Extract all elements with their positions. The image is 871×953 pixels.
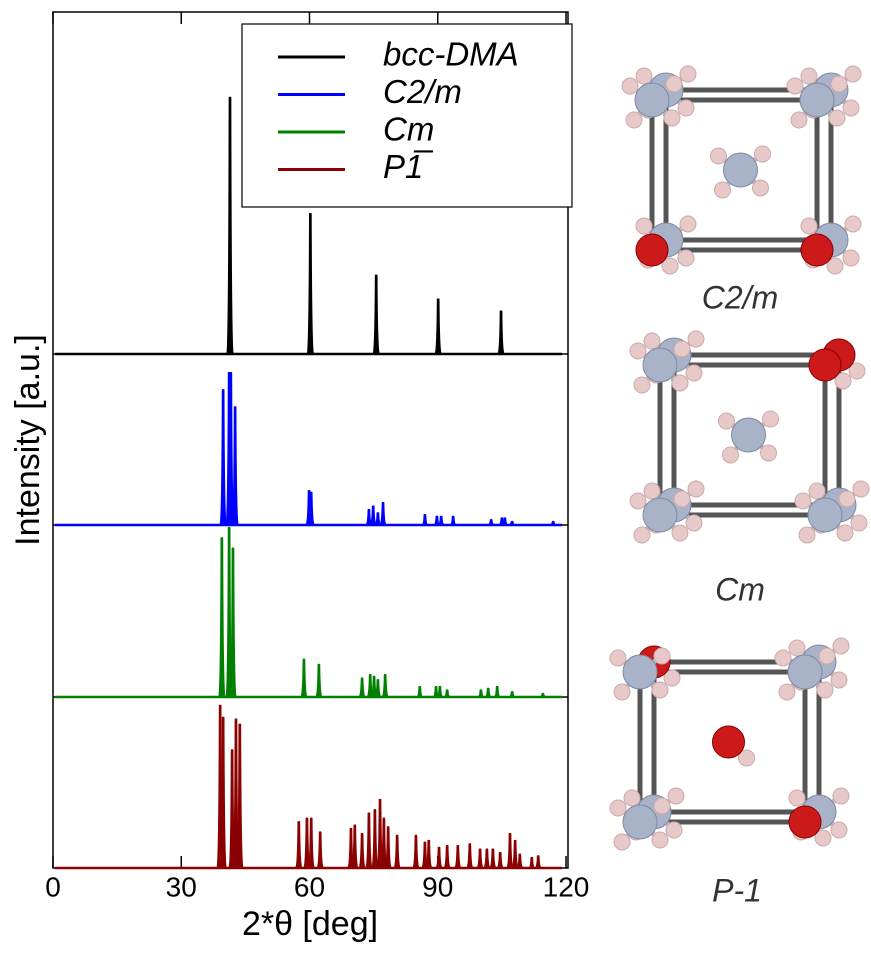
hydrogen-atom [624,790,640,806]
hydrogen-atom [833,638,849,654]
hydrogen-atom [636,218,652,234]
hydrogen-atom [817,682,833,698]
hydrogen-atom [652,682,668,698]
hydrogen-atom [799,527,815,543]
legend-label: Cm [383,111,434,148]
hydrogen-atom [634,527,650,543]
hydrogen-atom [715,182,731,198]
hydrogen-atom [719,413,735,429]
hydrogen-atom [688,331,704,347]
hydrogen-atom [831,76,847,92]
hydrogen-atom [626,112,642,128]
oxygen-atom [809,349,841,381]
nitrogen-atom [643,498,677,532]
hydrogen-atom [678,100,694,116]
hydrogen-atom [654,798,670,814]
hydrogen-atom [672,525,688,541]
hydrogen-atom [839,491,855,507]
hydrogen-atom [851,515,867,531]
nitrogen-atom [724,153,758,187]
hydrogen-atom [614,684,630,700]
hydrogen-atom [753,180,769,196]
hydrogen-atom [809,483,825,499]
hydrogen-atom [779,684,795,700]
hydrogen-atom [711,148,727,164]
hydrogen-atom [831,822,847,838]
hydrogen-atom [787,78,803,94]
hydrogen-atom [678,250,694,266]
hydrogen-atom [829,110,845,126]
hydrogen-atom [831,672,847,688]
oxygen-atom [713,726,745,758]
hydrogen-atom [761,445,777,461]
x-tick-label: 0 [45,871,61,902]
nitrogen-atom [635,83,669,117]
hydrogen-atom [789,640,805,656]
figure: 0306090120bcc-DMAC2/mCmP1̅ Intensity [a.… [0,0,871,948]
hydrogen-atom [789,790,805,806]
hydrogen-atom [845,216,861,232]
hydrogen-atom [795,493,811,509]
structure-label: P-1 [712,872,762,908]
hydrogen-atom [775,650,791,666]
hydrogen-atom [688,481,704,497]
hydrogen-atom [686,365,702,381]
x-tick-label: 90 [422,871,453,902]
hydrogen-atom [723,447,739,463]
hydrogen-atom [610,800,626,816]
structure-label: C2/m [702,279,778,315]
nitrogen-atom [623,805,657,839]
hydrogen-atom [636,68,652,84]
y-axis-label: Intensity [a.u.] [9,334,47,546]
hydrogen-atom [686,515,702,531]
hydrogen-atom [837,525,853,541]
hydrogen-atom [652,832,668,848]
x-tick-label: 120 [543,871,590,902]
oxygen-atom [789,806,821,838]
hydrogen-atom [819,648,835,664]
structure-label: Cm [715,571,765,607]
nitrogen-atom [643,348,677,382]
hydrogen-atom [622,78,638,94]
nitrogen-atom [800,83,834,117]
hydrogen-atom [644,333,660,349]
oxygen-atom [801,234,833,266]
nitrogen-atom [623,655,657,689]
hydrogen-atom [672,375,688,391]
nitrogen-atom [732,418,766,452]
hydrogen-atom [833,788,849,804]
hydrogen-atom [843,250,859,266]
hydrogen-atom [668,788,684,804]
hydrogen-atom [763,411,779,427]
hydrogen-atom [755,146,771,162]
hydrogen-atom [680,66,696,82]
nitrogen-atom [788,655,822,689]
hydrogen-atom [664,110,680,126]
hydrogen-atom [610,650,626,666]
nitrogen-atom [808,498,842,532]
x-axis-label: 2*θ [deg] [242,905,378,943]
hydrogen-atom [791,112,807,128]
hydrogen-atom [674,491,690,507]
hydrogen-atom [644,483,660,499]
x-tick-label: 60 [294,871,325,902]
hydrogen-atom [845,66,861,82]
hydrogen-atom [614,834,630,850]
hydrogen-atom [853,481,869,497]
hydrogen-atom [801,68,817,84]
hydrogen-atom [801,218,817,234]
legend-label: C2/m [383,73,462,110]
legend-label: bcc-DMA [383,36,519,73]
hydrogen-atom [680,216,696,232]
x-tick-label: 30 [166,871,197,902]
hydrogen-atom [666,822,682,838]
hydrogen-atom [634,377,650,393]
hydrogen-atom [630,493,646,509]
hydrogen-atom [843,100,859,116]
hydrogen-atom [630,343,646,359]
hydrogen-atom [674,341,690,357]
oxygen-atom [636,234,668,266]
hydrogen-atom [666,76,682,92]
hydrogen-atom [654,648,670,664]
